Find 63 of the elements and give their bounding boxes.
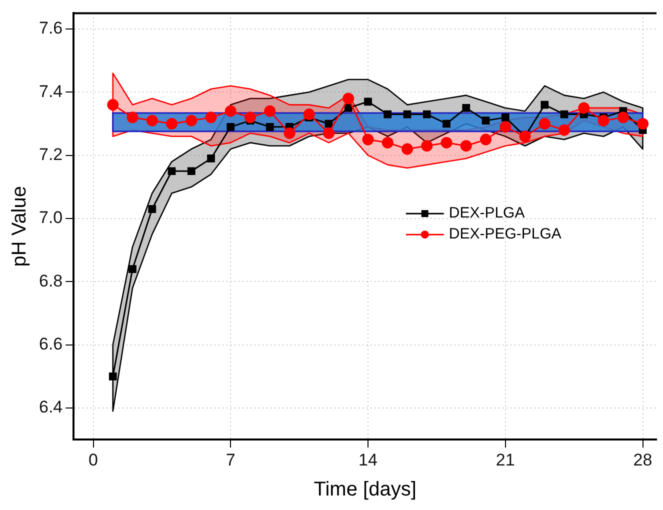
point xyxy=(480,134,492,146)
point xyxy=(344,104,352,112)
legend-label: DEX-PLGA xyxy=(448,204,525,222)
point xyxy=(324,120,333,128)
x-tick-label: 28 xyxy=(633,450,652,470)
point xyxy=(403,110,412,118)
y-tick-label: 6.4 xyxy=(38,398,63,417)
point xyxy=(462,104,470,112)
point xyxy=(442,120,450,128)
point xyxy=(226,122,235,131)
point xyxy=(617,112,629,124)
y-tick-label: 6.8 xyxy=(38,271,63,290)
point xyxy=(342,92,354,104)
point xyxy=(460,140,472,152)
point xyxy=(538,118,550,130)
point xyxy=(422,110,431,118)
y-axis-title: pH Value xyxy=(8,186,31,267)
point xyxy=(402,143,414,155)
point xyxy=(205,112,217,124)
x-tick-label: 7 xyxy=(226,450,236,470)
point xyxy=(224,105,236,117)
point xyxy=(148,205,156,213)
y-tick-label: 7.2 xyxy=(38,145,63,164)
point xyxy=(146,114,158,126)
point xyxy=(284,127,296,139)
x-tick-label: 14 xyxy=(358,450,378,470)
point xyxy=(500,121,512,133)
point xyxy=(207,154,215,162)
point xyxy=(187,167,196,176)
point xyxy=(126,112,138,124)
point xyxy=(637,118,649,130)
point xyxy=(266,122,274,131)
point xyxy=(107,99,119,111)
y-tick-label: 6.6 xyxy=(38,334,63,354)
point xyxy=(382,136,394,148)
point xyxy=(440,136,452,148)
y-tick-label: 7.6 xyxy=(38,18,63,38)
point xyxy=(558,124,570,136)
point xyxy=(323,127,335,139)
point xyxy=(264,105,276,117)
point xyxy=(560,110,568,118)
point xyxy=(186,114,198,126)
point xyxy=(598,114,610,126)
point xyxy=(166,118,178,130)
point xyxy=(482,116,490,125)
y-tick-label: 7.4 xyxy=(38,82,63,101)
x-tick-label: 0 xyxy=(88,450,98,470)
point xyxy=(501,114,510,122)
point xyxy=(364,98,372,106)
point xyxy=(384,110,392,118)
point xyxy=(578,102,590,114)
point xyxy=(362,134,374,146)
point xyxy=(303,108,315,120)
y-tick-label: 7.0 xyxy=(38,208,63,228)
point xyxy=(244,112,256,124)
point xyxy=(540,100,549,109)
point xyxy=(108,372,117,380)
legend-label: DEX-PEG-PLGA xyxy=(448,226,562,243)
point xyxy=(421,140,433,152)
x-axis-title: Time [days] xyxy=(314,478,416,501)
x-tick-label: 21 xyxy=(496,450,515,470)
point xyxy=(168,167,176,176)
point xyxy=(128,265,136,273)
